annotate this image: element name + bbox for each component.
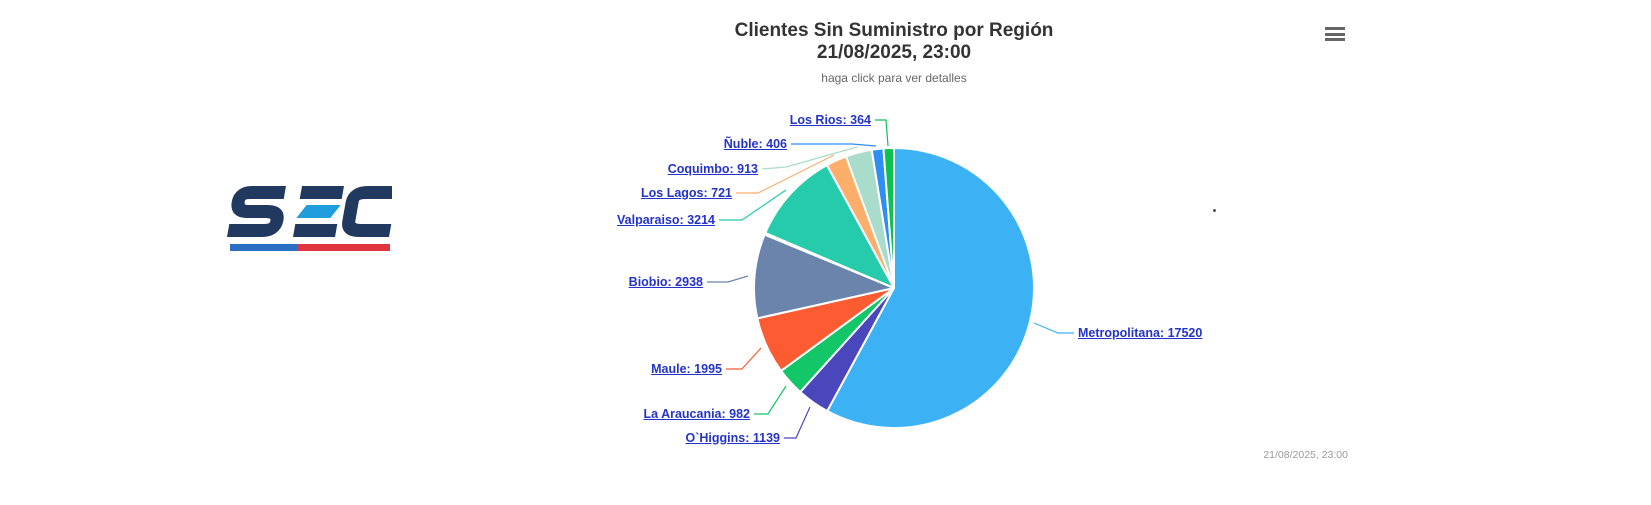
- pie-slice-biobio[interactable]: [753, 233, 895, 320]
- slice-label-los-rios[interactable]: Los Rios: 364: [789, 113, 871, 127]
- chart-title-line1: Clientes Sin Suministro por Región: [734, 20, 1054, 41]
- footer-timestamp: 21/08/2025, 23:00: [1263, 449, 1348, 461]
- logo-letter-s: [227, 186, 286, 237]
- label-connector-metropolitana: [1033, 322, 1074, 334]
- slice-label-metropolitana[interactable]: Metropolitana: 17520: [1078, 326, 1203, 340]
- slice-label-biobio[interactable]: Biobio: 2938: [628, 275, 703, 289]
- slice-label-ohiggins[interactable]: O`Higgins: 1139: [685, 431, 780, 445]
- pie-slice-los-rios[interactable]: [882, 147, 895, 289]
- slice-label-nuble[interactable]: Ñuble: 406: [723, 137, 787, 151]
- pie-slice-metropolitana[interactable]: [826, 147, 1035, 429]
- label-connector-ohiggins: [784, 406, 811, 439]
- sec-logo-graphic: [227, 186, 398, 251]
- logo-letter-c: [342, 186, 398, 237]
- slice-label-valparaiso[interactable]: Valparaiso: 3214: [617, 213, 715, 227]
- label-connector-los-lagos: [736, 154, 835, 194]
- label-connector-valparaiso: [719, 189, 787, 221]
- logo-bar-red: [297, 244, 390, 251]
- hamburger-bar: [1325, 32, 1345, 36]
- chart-subtitle: haga click para ver detalles: [821, 71, 967, 85]
- artifact-dot: [1213, 209, 1216, 212]
- hamburger-bar: [1325, 27, 1345, 30]
- label-connector-coquimbo: [761, 146, 858, 170]
- slice-label-maule[interactable]: Maule: 1995: [651, 362, 722, 376]
- hamburger-icon[interactable]: [1322, 24, 1348, 46]
- pie-slice-valparaiso[interactable]: [764, 164, 895, 289]
- slice-label-la-araucania[interactable]: La Araucania: 982: [643, 407, 750, 421]
- logo-bar-blue: [230, 244, 297, 251]
- slice-label-los-lagos[interactable]: Los Lagos: 721: [641, 186, 732, 200]
- chart-title-line2: 21/08/2025, 23:00: [816, 42, 972, 63]
- label-connector-la-araucania: [754, 385, 787, 415]
- sec-logo: SEC: [226, 180, 398, 252]
- logo-letter-e-middle: [296, 205, 341, 218]
- label-connector-los-rios: [875, 119, 889, 147]
- hamburger-bar: [1325, 38, 1345, 41]
- slice-label-coquimbo[interactable]: Coquimbo: 913: [667, 162, 758, 176]
- chart-title: Clientes Sin Suministro por Región 21/08…: [735, 20, 1054, 64]
- label-connector-biobio: [707, 275, 749, 283]
- label-connector-nuble: [791, 143, 877, 147]
- label-connector-maule: [726, 347, 762, 370]
